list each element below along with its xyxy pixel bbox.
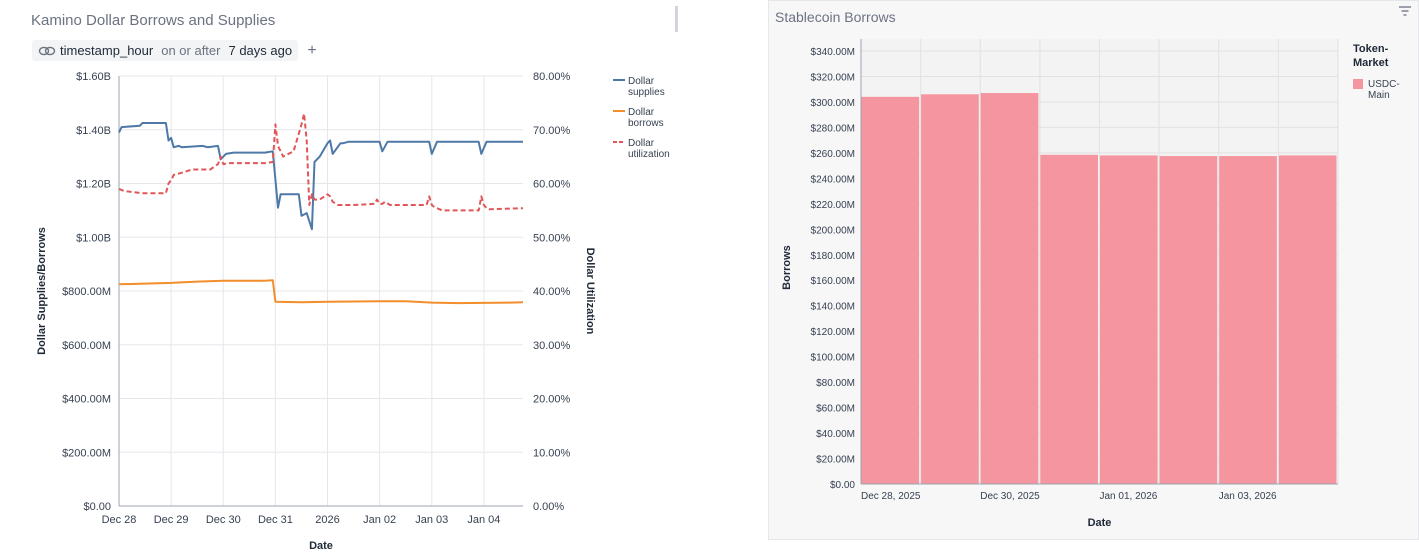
right-chart-panel: Stablecoin Borrows $0.00 $20.00M $40.00M $6… [768,0,1419,540]
filter-value: 7 days ago [228,43,293,58]
bar-dec-28-2025 [861,96,920,485]
filter-bar: timestamp_hour on or after 7 days ago + [32,40,322,61]
x-tick-label: Jan 03 [415,514,448,526]
y2-tick-label: 70.00% [533,125,571,137]
x-tick-label: Jan 01, 2026 [1100,491,1158,502]
y-tick-label: $600.00M [62,340,111,352]
bar-jan-01-2026 [1099,155,1158,484]
x-tick-label: Jan 02 [363,514,396,526]
left-chart-panel: Kamino Dollar Borrows and Supplies times… [0,0,690,559]
y-tick-label: $0.00 [830,480,855,491]
y-tick-label: $280.00M [811,123,855,134]
y2-tick-label: 0.00% [533,501,564,513]
y-tick-label: $40.00M [816,429,855,440]
y-tick-label: $0.00 [83,501,111,513]
x-tick-label: Dec 28 [102,514,137,526]
y-tick-label: $80.00M [816,378,855,389]
bar-jan-02-2026 [1159,156,1218,485]
right-chart-title: Stablecoin Borrows [775,9,896,25]
y-tick-label: $200.00M [811,225,855,236]
y2-tick-label: 50.00% [533,232,571,244]
legend-title: Token-Market [1353,43,1389,69]
legend-label-dollar-borrows: Dollar borrows [628,107,664,129]
y-tick-label: $140.00M [811,302,855,313]
y-tick-label: $1.00B [76,232,111,244]
x-tick-label: Jan 03, 2026 [1219,491,1277,502]
y-tick-label: $1.20B [76,179,111,191]
filter-operator: on or after [161,43,221,58]
x-axis-title: Date [1088,517,1112,529]
y-tick-label: $120.00M [811,327,855,338]
y-tick-label: $300.00M [811,98,855,109]
y-tick-label: $160.00M [811,276,855,287]
legend-label-dollar-utilization: Dollar utilization [628,138,670,160]
y2-tick-label: 40.00% [533,286,571,298]
y-tick-label: $60.00M [816,404,855,415]
bar-chart: $0.00 $20.00M $40.00M $60.00M $80.00M $100.00… [781,39,1400,529]
legend-label-dollar-supplies: Dollar supplies [628,76,665,98]
x-tick-label: Dec 30, 2025 [980,491,1040,502]
y-tick-label: $1.40B [76,125,111,137]
y2-tick-label: 80.00% [533,71,571,83]
bar-dec-29-2025 [920,94,979,485]
legend-swatch-usdc-main [1353,79,1363,89]
series-line-dollar-utilization [118,112,524,212]
panel-divider[interactable] [675,6,678,32]
y-tick-label: $20.00M [816,455,855,466]
x-tick-label: Dec 30 [206,514,241,526]
x-tick-label: Jan 04 [467,514,500,526]
x-axis-title: Date [309,540,333,552]
x-tick-label: Dec 29 [154,514,189,526]
link-icon [38,46,56,55]
y-tick-label: $400.00M [62,394,111,406]
x-tick-label: Dec 28, 2025 [861,491,921,502]
filter-icon[interactable] [1398,5,1412,17]
y-tick-label: $200.00M [62,447,111,459]
left-chart-title: Kamino Dollar Borrows and Supplies [31,12,276,29]
y-tick-label: $260.00M [811,149,855,160]
add-filter-button[interactable]: + [307,41,317,59]
series-line-dollar-borrows [118,279,524,305]
bar-dec-30-2025 [980,93,1039,484]
y2-tick-label: 60.00% [533,179,571,191]
y-tick-label: $180.00M [811,251,855,262]
bar-jan-04-2026 [1278,155,1337,484]
y-tick-label: $800.00M [62,286,111,298]
y-tick-label: $1.60B [76,71,111,83]
y-tick-label: $100.00M [811,353,855,364]
bar-dec-31-2025 [1039,154,1098,484]
y-axis-title: Dollar Supplies/Borrows [36,227,48,355]
y-tick-label: $320.00M [811,72,855,83]
x-tick-label: Dec 31 [258,514,293,526]
y2-tick-label: 10.00% [533,447,571,459]
timestamp-filter-chip[interactable]: timestamp_hour on or after 7 days ago [32,40,299,61]
x-tick-label: 2026 [315,514,339,526]
y-tick-label: $240.00M [811,174,855,185]
y2-axis-title: Dollar Utilization [584,248,596,335]
line-chart: $0.00 $200.00M $400.00M $600.00M $800.00M $1.… [36,71,670,552]
filter-field: timestamp_hour [60,43,154,58]
y-axis-title: Borrows [781,245,793,290]
y-tick-label: $220.00M [811,200,855,211]
legend-label-usdc-main: USDC-Main [1368,79,1400,101]
series-line-dollar-supplies [118,122,523,231]
y2-tick-label: 30.00% [533,340,571,352]
y-tick-label: $340.00M [811,47,855,58]
bar-jan-03-2026 [1218,156,1277,485]
y2-tick-label: 20.00% [533,394,571,406]
